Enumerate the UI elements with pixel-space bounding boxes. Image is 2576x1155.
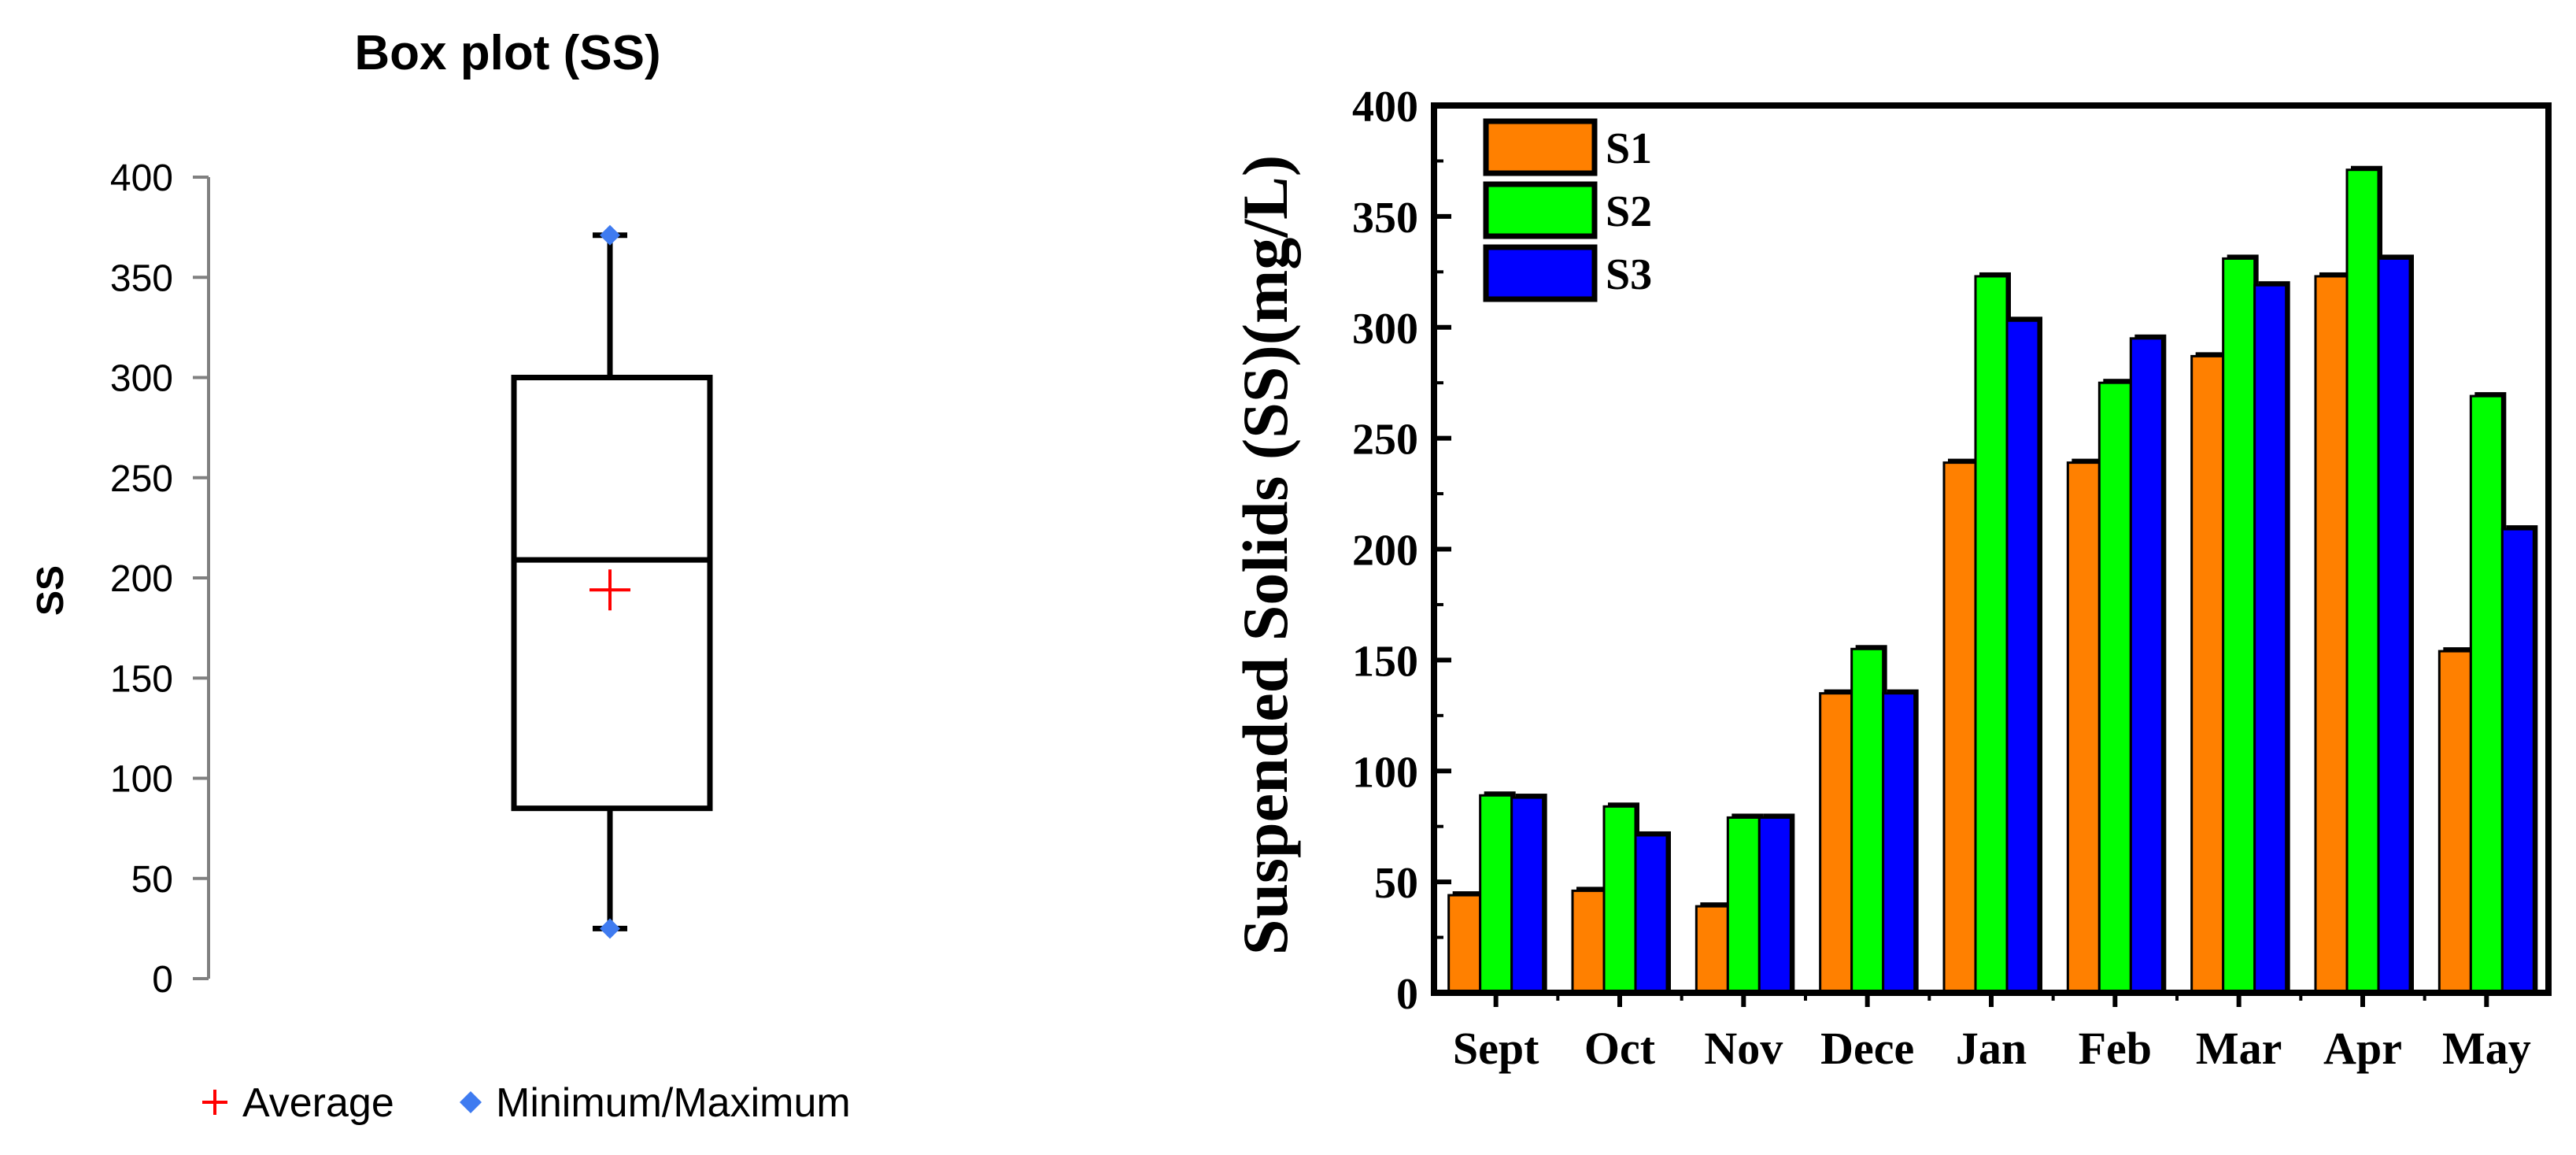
- box-plot-y-tick-label: 400: [110, 157, 173, 199]
- bar-chart-y-tick-label: 50: [1374, 859, 1418, 908]
- bar-s3-dece: [1882, 689, 1919, 994]
- legend-swatch-s3: [1483, 244, 1598, 302]
- bar-chart-x-tick-label: Dece: [1820, 1023, 1914, 1074]
- bar-s1-dece: [1819, 689, 1856, 994]
- box-plot-average-marker: [589, 569, 630, 611]
- bar-chart-plot-frame: [1431, 102, 2552, 996]
- legend-label-s2: S2: [1606, 187, 1652, 236]
- bar-chart-x-tick-label: Oct: [1584, 1023, 1656, 1074]
- bar-s1-feb: [2066, 458, 2104, 994]
- bar-chart-y-tick-label: 150: [1352, 637, 1418, 686]
- bar-s3-jan: [2005, 317, 2042, 994]
- bar-s3-apr: [2377, 254, 2414, 994]
- bar-s3-mar: [2253, 281, 2290, 994]
- bar-chart-bars: [1447, 165, 2538, 994]
- legend-average-label: Average: [242, 1080, 394, 1126]
- legend-label-s3: S3: [1606, 250, 1652, 299]
- bar-s3-sept: [1510, 794, 1547, 994]
- bar-chart-y-tick-label: 0: [1396, 970, 1418, 1019]
- bar-s2-dece: [1850, 645, 1887, 994]
- bar-s1-jan: [1942, 458, 1979, 994]
- bar-s1-nov: [1695, 902, 1732, 994]
- bar-chart-x-tick-label: May: [2442, 1023, 2531, 1074]
- bar-chart-y-tick-label: 300: [1352, 305, 1418, 354]
- bar-chart: Suspended Solids (SS)(mg/L) 0 50 100 150 200…: [1229, 83, 2552, 1074]
- bar-s3-oct: [1634, 831, 1671, 994]
- bar-chart-x-tick-label: Sept: [1453, 1023, 1539, 1074]
- bar-chart-x-tick-labels: Sept Oct Nov Dece Jan Feb Mar Apr May: [1453, 993, 2531, 1074]
- box-plot-y-tick-label: 250: [110, 458, 173, 500]
- box-plot-y-tick-label: 50: [131, 859, 173, 901]
- bar-chart-y-tick-label: 250: [1352, 416, 1418, 465]
- bar-s2-apr: [2345, 165, 2382, 994]
- bar-chart-y-tick-label: 400: [1352, 83, 1418, 131]
- legend-average-marker: [202, 1090, 227, 1115]
- bar-s2-mar: [2222, 254, 2259, 994]
- box-plot-y-ticks: 0 50 100 150 200 250 300 350 400: [110, 157, 209, 1001]
- box-plot-y-tick-label: 0: [152, 959, 173, 1001]
- bar-s1-mar: [2190, 352, 2227, 994]
- bar-chart-y-tick-label: 350: [1352, 194, 1418, 242]
- legend-swatch-s1: [1483, 118, 1598, 176]
- bar-chart-y-axis-label: Suspended Solids (SS)(mg/L): [1229, 155, 1301, 955]
- box-plot-y-tick-label: 150: [110, 658, 173, 700]
- box-plot-chart: Box plot (SS) SS 0 50 100 150 200 250 300 350 40…: [30, 26, 851, 1126]
- box-plot-legend: Average Minimum/Maximum: [202, 1080, 851, 1126]
- bar-s3-nov: [1757, 813, 1795, 994]
- bar-s2-may: [2469, 392, 2507, 994]
- legend-minmax-marker: [460, 1091, 482, 1113]
- bar-chart-x-tick-label: Nov: [1704, 1023, 1783, 1074]
- bar-s1-apr: [2314, 272, 2351, 994]
- legend-swatch-s2: [1483, 181, 1598, 239]
- bar-chart-x-tick-label: Mar: [2196, 1023, 2282, 1074]
- box-plot-y-axis-label: SS: [30, 565, 72, 616]
- box-plot-body: [511, 224, 713, 939]
- box-plot-title: Box plot (SS): [354, 26, 660, 80]
- legend-label-s1: S1: [1606, 124, 1652, 173]
- bar-s2-nov: [1726, 813, 1764, 994]
- box-plot-box: [511, 375, 713, 812]
- bar-s2-jan: [1974, 272, 2011, 994]
- bar-chart-y-tick-label: 100: [1352, 748, 1418, 797]
- bar-s1-may: [2437, 647, 2475, 994]
- box-plot-y-tick-label: 100: [110, 759, 173, 801]
- bar-s2-feb: [2097, 379, 2135, 994]
- box-plot-y-tick-label: 350: [110, 257, 173, 299]
- bar-chart-x-tick-label: Feb: [2079, 1023, 2152, 1074]
- box-plot-y-tick-label: 200: [110, 558, 173, 600]
- bar-s3-feb: [2129, 334, 2167, 994]
- box-plot-y-tick-label: 300: [110, 358, 173, 400]
- box-plot-max-marker: [600, 224, 620, 246]
- bar-chart-x-tick-label: Jan: [1956, 1023, 2027, 1074]
- bar-s1-sept: [1447, 891, 1484, 994]
- bar-chart-y-ticks: 0 50 100 150 200 250 300 350 400: [1352, 83, 1451, 1019]
- bar-s1-oct: [1571, 887, 1608, 994]
- bar-s2-sept: [1479, 791, 1516, 994]
- bar-chart-x-tick-label: Apr: [2323, 1023, 2402, 1074]
- bar-chart-y-tick-label: 200: [1352, 527, 1418, 576]
- bar-s2-oct: [1602, 802, 1639, 994]
- legend-minmax-label: Minimum/Maximum: [496, 1080, 851, 1126]
- bar-s3-may: [2500, 525, 2538, 994]
- bar-chart-legend: S1 S2 S3: [1483, 118, 1652, 302]
- box-plot-min-marker: [600, 918, 620, 939]
